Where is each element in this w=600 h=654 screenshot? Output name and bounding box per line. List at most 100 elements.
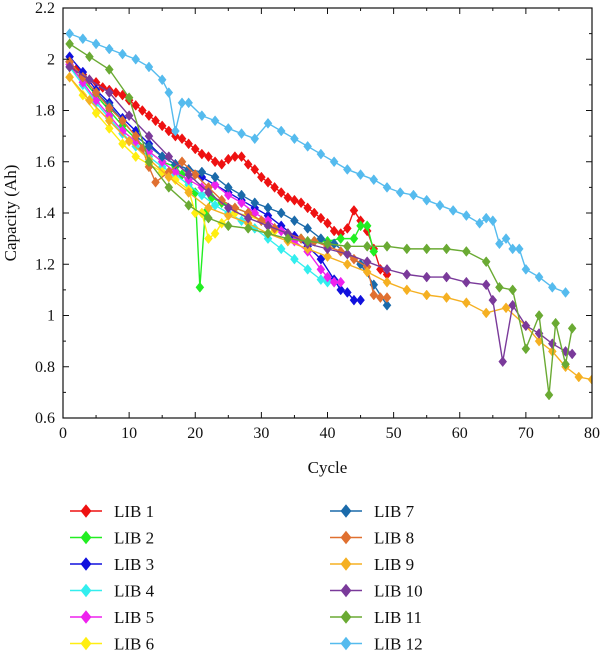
data-point [283,192,293,204]
x-tick-label: 10 [121,425,137,442]
data-point [223,202,233,214]
series-line [69,32,566,294]
data-point [237,189,246,201]
data-point [78,33,88,45]
data-point [184,138,193,150]
legend-label: LIB 9 [374,555,414,574]
data-point [104,87,114,98]
data-point [237,197,246,209]
data-point [548,281,557,293]
data-point [204,212,213,224]
data-point [104,115,114,127]
series-lib-12 [65,28,570,298]
data-point [184,187,193,198]
data-point [290,133,299,145]
data-point [561,287,570,298]
data-point [243,158,253,170]
data-point [462,210,471,221]
data-point [356,294,365,306]
data-point [190,169,200,180]
data-point [462,297,471,309]
data-point [118,89,127,101]
data-point [223,153,233,165]
data-point [369,289,379,301]
legend-label: LIB 6 [114,635,154,654]
data-point [382,240,392,252]
data-point [190,143,200,155]
data-point [250,197,260,209]
data-point [521,320,531,332]
axis-ticks: 0 10 20 30 40 50 60 70 80 0.6 0.8 1 1.2 1.4 1.6 1.8 2 2.2 [35,0,600,442]
data-point [574,371,584,383]
y-tick-label: 2 [47,51,55,68]
data-point [276,187,286,198]
legend-swatch-marker [80,530,92,545]
data-point [171,158,180,170]
legend-item-lib-12: LIB 12 [330,635,423,654]
data-point [329,225,339,237]
legend: LIB 1 LIB 2 LIB 3 LIB 4 LIB 5 LIB 6 LIB 7 LIB 8… [70,502,423,654]
data-point [118,138,127,150]
data-point [197,189,207,201]
legend-swatch-marker [340,557,352,571]
data-point [481,307,491,319]
data-point [290,194,299,206]
data-point [362,220,372,232]
data-point [316,274,326,286]
legend-label: LIB 1 [114,502,154,521]
data-point [197,110,207,122]
data-point [104,102,114,114]
data-point [442,292,451,303]
legend-item-lib-6: LIB 6 [70,635,154,654]
legend-item-lib-8: LIB 8 [330,529,414,548]
data-point [382,263,392,275]
data-point [462,246,471,257]
data-point [362,256,372,268]
data-point [448,205,458,216]
data-point [263,228,273,239]
data-point [422,194,432,206]
data-point [501,233,511,245]
data-point [369,246,379,257]
data-point [561,358,570,370]
data-point [138,105,147,116]
y-tick-label: 1.8 [35,103,55,120]
data-point [283,233,293,245]
plot-frame [62,7,593,419]
data-point [243,222,253,234]
data-point [349,205,359,216]
legend-label: LIB 12 [374,635,423,654]
data-point [151,115,160,127]
data-point [164,87,174,98]
data-point [329,276,339,288]
x-tick-label: 80 [584,425,600,442]
data-point [263,202,273,214]
y-tick-label: 1 [47,308,55,325]
data-point [462,276,471,288]
data-point [85,74,94,86]
data-point [65,71,74,83]
x-tick-label: 0 [59,425,67,442]
legend-label: LIB 5 [114,608,154,627]
data-point [481,279,491,291]
data-point [336,246,346,257]
x-tick-label: 30 [253,425,269,442]
x-tick-label: 70 [518,425,534,442]
data-point [144,61,154,73]
data-point [124,110,134,122]
data-point [223,220,233,232]
data-point [369,174,379,186]
data-point [171,174,180,186]
legend-label: LIB 11 [374,608,422,627]
data-point [402,284,412,296]
data-point [356,169,365,180]
legend-item-lib-7: LIB 7 [330,502,415,521]
data-point [323,271,332,283]
data-point [210,115,220,127]
data-point [382,292,392,303]
data-point [124,135,134,147]
data-point [343,240,352,252]
data-point [336,276,346,288]
data-point [177,156,187,168]
data-point [177,133,187,145]
